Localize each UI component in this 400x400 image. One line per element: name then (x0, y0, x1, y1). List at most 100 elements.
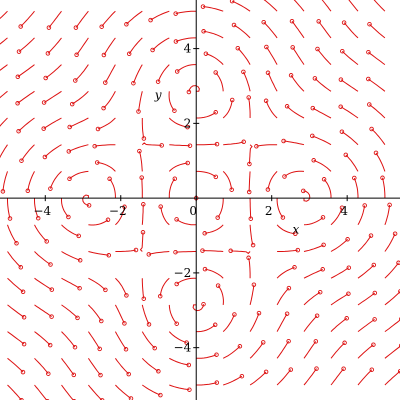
field-arrow (248, 171, 251, 192)
field-arrow (382, 177, 386, 199)
field-arrow (384, 262, 399, 279)
field-arrow (249, 224, 254, 246)
field-arrow-head (122, 321, 127, 326)
x-tick-label: 0 (189, 204, 197, 218)
field-arrow-head (126, 51, 132, 57)
field-arrow (175, 10, 197, 15)
field-arrow (277, 249, 298, 252)
field-arrow-head (200, 4, 206, 9)
field-arrow (141, 142, 162, 146)
field-arrow-head (49, 314, 54, 319)
field-arrow-head (158, 392, 163, 398)
field-arrow (242, 71, 251, 92)
field-arrow-head (341, 366, 346, 371)
field-arrow (330, 238, 348, 252)
field-arrow-head (18, 24, 23, 29)
field-arrow-head (106, 253, 112, 258)
field-arrow (103, 91, 116, 109)
field-arrow (87, 331, 101, 350)
field-arrow (368, 104, 386, 119)
field-arrow (341, 50, 359, 65)
field-arrow-head (173, 11, 178, 16)
field-arrow (115, 277, 127, 296)
field-arrow (18, 37, 35, 52)
field-arrow-head (103, 287, 108, 293)
field-arrow-head (140, 230, 146, 235)
field-arrow (88, 384, 103, 400)
field-arrow-head (21, 341, 27, 347)
field-arrow (341, 131, 359, 146)
field-arrow-head (124, 22, 129, 27)
field-arrow (168, 331, 187, 344)
field-arrow-head (293, 231, 298, 237)
field-arrow (150, 10, 170, 21)
field-arrow (34, 251, 51, 265)
field-arrow-head (94, 160, 100, 165)
field-arrow-head (344, 316, 349, 321)
field-arrow (249, 284, 255, 306)
field-arrow-head (19, 158, 24, 163)
field-arrow (141, 204, 144, 225)
field-arrow (384, 233, 396, 252)
field-arrow (196, 382, 217, 386)
y-tick-label: −2 (174, 266, 192, 280)
field-arrow (373, 0, 386, 12)
field-arrow-head (241, 139, 246, 145)
field-arrow (290, 75, 305, 92)
field-arrow (303, 190, 311, 202)
field-arrow (384, 290, 400, 306)
field-arrow-head (155, 79, 161, 84)
field-arrow-head (126, 371, 131, 377)
field-arrow (286, 105, 305, 119)
field-arrow (303, 268, 323, 279)
field-arrow (303, 368, 317, 386)
field-arrow (128, 37, 143, 55)
field-arrow (88, 277, 106, 291)
field-arrow (61, 277, 80, 289)
field-arrow-head (122, 204, 127, 210)
field-arrow (61, 224, 79, 237)
field-arrow-head (250, 242, 256, 248)
field-arrow-head (46, 25, 52, 30)
field-arrow (313, 159, 332, 172)
field-arrow (231, 0, 251, 12)
field-arrow (176, 277, 197, 285)
field-arrow-head (343, 152, 349, 158)
field-arrow (114, 304, 125, 324)
field-arrow (330, 342, 345, 359)
field-arrow (34, 304, 52, 318)
field-arrow (384, 204, 391, 225)
field-arrow (357, 318, 375, 332)
field-arrow (248, 144, 253, 165)
field-arrow-head (139, 175, 144, 180)
field-arrow (141, 331, 156, 349)
field-arrow-head (314, 366, 319, 371)
field-arrow (142, 384, 161, 396)
field-arrow (196, 170, 217, 178)
field-arrow-head (15, 101, 20, 106)
field-arrow (323, 178, 332, 199)
field-arrow-head (282, 174, 287, 179)
field-arrow-head (45, 51, 51, 56)
field-arrow (263, 0, 278, 12)
field-arrow (61, 198, 69, 218)
field-arrow (34, 277, 53, 291)
field-arrow-head (75, 315, 80, 321)
field-arrow-head (128, 396, 134, 400)
field-arrow (34, 384, 48, 400)
field-arrow (139, 232, 144, 252)
field-arrow-head (286, 285, 292, 291)
field-arrow (160, 206, 170, 226)
field-arrow-head (373, 150, 379, 156)
field-arrow-head (237, 344, 243, 349)
field-arrow (375, 152, 386, 172)
field-arrow (115, 249, 137, 252)
field-arrow (61, 358, 75, 376)
field-arrow (265, 46, 278, 65)
field-arrow-head (48, 262, 53, 267)
field-arrow-head (346, 291, 351, 296)
field-arrow (303, 244, 324, 252)
field-arrow-head (47, 342, 53, 348)
field-arrow-head (352, 175, 357, 181)
field-arrow (34, 198, 39, 219)
